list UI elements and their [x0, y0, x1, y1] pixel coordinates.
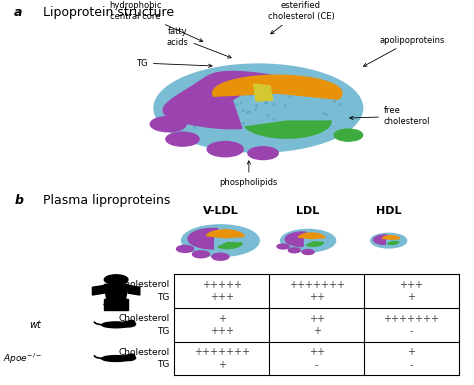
Polygon shape	[128, 285, 140, 295]
Text: +: +	[313, 326, 320, 336]
Circle shape	[207, 142, 243, 157]
Text: TG: TG	[157, 326, 170, 335]
Circle shape	[371, 233, 407, 248]
Wedge shape	[285, 232, 306, 246]
Text: ++: ++	[309, 314, 325, 324]
Text: +++++++: +++++++	[289, 280, 345, 290]
Text: TG: TG	[157, 360, 170, 369]
Text: Lipoprotein structure: Lipoprotein structure	[43, 6, 174, 19]
Text: fatty
acids: fatty acids	[167, 27, 231, 58]
Wedge shape	[206, 230, 244, 238]
Text: +++: +++	[210, 326, 234, 336]
Text: -: -	[315, 360, 319, 370]
Wedge shape	[218, 243, 242, 249]
Circle shape	[104, 275, 128, 285]
Ellipse shape	[102, 356, 130, 362]
Text: TG: TG	[137, 59, 212, 67]
Text: +: +	[408, 347, 415, 357]
Circle shape	[302, 249, 314, 254]
Text: +++++++: +++++++	[383, 314, 439, 324]
Circle shape	[176, 246, 193, 253]
Circle shape	[154, 64, 363, 152]
Wedge shape	[298, 233, 325, 239]
Circle shape	[192, 251, 210, 258]
Text: b: b	[14, 194, 23, 208]
Polygon shape	[245, 121, 331, 138]
Text: ++: ++	[309, 347, 325, 357]
Polygon shape	[92, 285, 104, 295]
Text: apolipoproteins: apolipoproteins	[364, 35, 445, 66]
Text: +++: +++	[400, 280, 423, 290]
Text: $Apoe^{-/-}$: $Apoe^{-/-}$	[3, 352, 42, 366]
Text: Cholesterol: Cholesterol	[118, 314, 170, 323]
Text: esterified
cholesterol (CE): esterified cholesterol (CE)	[268, 1, 334, 34]
Polygon shape	[213, 75, 342, 99]
Polygon shape	[116, 299, 128, 310]
Text: HDL: HDL	[376, 206, 401, 216]
Text: -: -	[410, 360, 413, 370]
Text: +++++++: +++++++	[194, 347, 250, 357]
Text: Cholesterol: Cholesterol	[118, 281, 170, 290]
Circle shape	[334, 129, 363, 141]
Text: ++: ++	[309, 292, 325, 302]
Text: Plasma liproproteins: Plasma liproproteins	[43, 194, 170, 208]
Text: +: +	[218, 314, 226, 324]
Text: V-LDL: V-LDL	[202, 206, 238, 216]
Text: +: +	[408, 292, 415, 302]
Circle shape	[277, 244, 289, 249]
Wedge shape	[388, 241, 399, 244]
Text: +++: +++	[210, 292, 234, 302]
Circle shape	[128, 354, 135, 357]
Text: TG: TG	[157, 293, 170, 302]
Circle shape	[281, 229, 336, 252]
Circle shape	[248, 147, 278, 159]
Circle shape	[122, 355, 136, 361]
Wedge shape	[374, 235, 387, 244]
Ellipse shape	[102, 322, 130, 328]
Text: LDL: LDL	[296, 206, 320, 216]
Circle shape	[212, 253, 229, 260]
Circle shape	[166, 132, 199, 146]
Circle shape	[122, 321, 136, 327]
Polygon shape	[104, 285, 128, 299]
Wedge shape	[306, 242, 324, 246]
Text: ▲: ▲	[103, 275, 129, 308]
Polygon shape	[104, 299, 116, 310]
Circle shape	[150, 117, 186, 132]
Text: -: -	[410, 326, 413, 336]
Circle shape	[182, 225, 259, 256]
Wedge shape	[382, 236, 400, 239]
Text: +: +	[218, 360, 226, 370]
Wedge shape	[188, 228, 218, 249]
Text: wt: wt	[29, 320, 42, 330]
Text: phospholipids: phospholipids	[219, 161, 278, 187]
Text: Cholesterol: Cholesterol	[118, 348, 170, 357]
Polygon shape	[254, 84, 273, 101]
Text: a: a	[14, 6, 23, 19]
Circle shape	[288, 248, 301, 253]
Text: free
cholesterol: free cholesterol	[350, 106, 430, 126]
Text: +++++: +++++	[202, 280, 242, 290]
Circle shape	[128, 320, 135, 323]
Polygon shape	[163, 72, 271, 129]
Text: hydrophobic
central core: hydrophobic central core	[109, 1, 203, 42]
